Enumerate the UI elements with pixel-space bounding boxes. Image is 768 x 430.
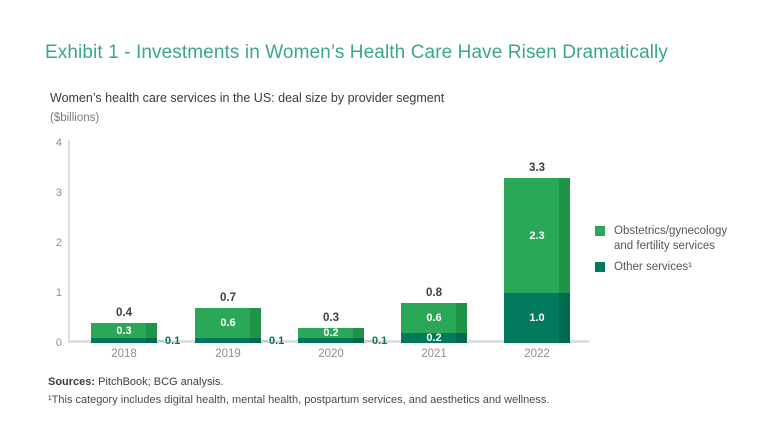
leader-line: [158, 339, 164, 342]
page-title: Exhibit 1 - Investments in Women’s Healt…: [45, 42, 668, 63]
sources-text: PitchBook; BCG analysis.: [95, 376, 224, 388]
legend-item-other-services: Other services¹: [595, 260, 755, 275]
value-label-obgyn-fertility-2018: 0.3: [116, 324, 132, 337]
value-label-obgyn-fertility-2020: 0.2: [323, 327, 339, 339]
y-tick-label: 1: [55, 287, 62, 299]
value-label-obgyn-fertility-2021: 0.6: [426, 312, 442, 324]
bar-segment-other-services-2021: [401, 333, 467, 343]
chart-legend: Obstetrics/gynecology and fertility serv…: [595, 224, 755, 281]
x-axis-label-2018: 2018: [111, 348, 137, 360]
legend-label: Other services¹: [614, 261, 692, 273]
bar-segment-other-services-2018: [91, 338, 157, 343]
legend-item-obgyn-fertility: Obstetrics/gynecology and fertility serv…: [595, 224, 755, 254]
value-label-obgyn-fertility-2019: 0.6: [220, 317, 236, 329]
y-tick-label: 0: [55, 337, 62, 349]
sources-line: Sources: PitchBook; BCG analysis.: [48, 376, 223, 388]
total-label-2020: 0.3: [323, 312, 339, 324]
chart-subtitle: Women’s health care services in the US: …: [50, 91, 445, 105]
bar-segment-obgyn-fertility-2019: [195, 308, 261, 338]
bar-segment-other-services-2019: [195, 338, 261, 343]
leader-line: [365, 339, 371, 342]
value-label-other-services-2021: 0.2: [426, 332, 442, 344]
total-label-2022: 3.3: [529, 162, 545, 174]
sources-label: Sources:: [48, 376, 96, 388]
value-label-other-services-2022: 1.0: [529, 312, 545, 324]
bar-segment-other-services-2020: [298, 338, 364, 343]
chart-units-label: ($billions): [50, 112, 100, 124]
bar-segment-obgyn-fertility-2022: [504, 178, 570, 293]
value-label-other-services-2019: 0.1: [269, 334, 285, 347]
y-tick-label: 2: [55, 237, 62, 249]
bar-segment-obgyn-fertility-2020: [298, 328, 364, 338]
total-label-2021: 0.8: [426, 287, 442, 299]
total-label-2019: 0.7: [220, 292, 236, 304]
legend-swatch-icon: [595, 262, 605, 272]
bar-segment-obgyn-fertility-2018: [91, 323, 157, 338]
total-label-2018: 0.4: [116, 307, 132, 319]
x-axis-label-2019: 2019: [215, 348, 241, 360]
value-label-other-services-2018: 0.1: [165, 334, 181, 347]
x-axis-label-2020: 2020: [318, 348, 344, 360]
y-tick-label: 4: [55, 137, 62, 149]
value-label-other-services-2020: 0.1: [372, 334, 388, 347]
bar-segment-obgyn-fertility-2021: [401, 303, 467, 333]
footnote: ¹This category includes digital health, …: [48, 394, 550, 406]
y-tick-label: 3: [55, 187, 62, 199]
x-axis-label-2022: 2022: [524, 348, 550, 360]
y-axis-line: [68, 140, 70, 343]
bar-segment-other-services-2022: [504, 293, 570, 343]
value-label-obgyn-fertility-2022: 2.3: [529, 229, 545, 242]
leader-line: [262, 339, 268, 342]
legend-swatch-icon: [595, 226, 605, 236]
x-axis-label-2021: 2021: [421, 348, 447, 360]
legend-label: Obstetrics/gynecology and fertility serv…: [614, 225, 728, 252]
